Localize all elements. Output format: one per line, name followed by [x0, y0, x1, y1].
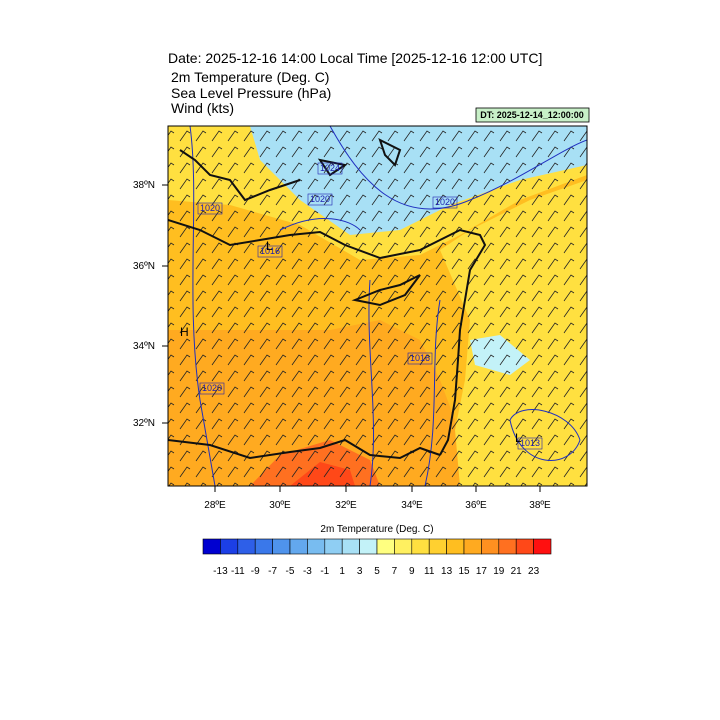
colorbar-box [446, 538, 465, 555]
colorbar-label: 7 [392, 566, 398, 577]
colorbar-label: 13 [441, 566, 453, 577]
colorbar-label: -13 [213, 566, 228, 577]
pressure-center: H [180, 325, 189, 339]
lon-label: 34ºE [401, 500, 423, 511]
colorbar-box [202, 538, 221, 555]
colorbar-label: 9 [409, 566, 415, 577]
contour-label-box [517, 437, 543, 450]
map-area [168, 126, 587, 486]
contour-label-box [257, 245, 283, 258]
lat-label: 36ºN [133, 261, 155, 272]
colorbar-box [289, 538, 308, 555]
colorbar-label: -11 [231, 566, 245, 577]
contour-label: 1016 [410, 353, 430, 363]
colorbar-box [272, 538, 291, 555]
contour-label: 1024 [320, 163, 340, 173]
contour-label-box [317, 162, 343, 175]
map-labels: 38ºN 36ºN 34ºN 32ºN 28ºE 30ºE 32ºE 34ºE 36ºE 38ºE… [133, 162, 551, 511]
lon-label: 30ºE [269, 500, 291, 511]
title: Date: 2025-12-16 14:00 Local Time [2025-… [168, 50, 542, 66]
colorbar-box [463, 538, 482, 555]
field-label: 2m Temperature (Deg. C) [171, 69, 329, 85]
colorbar-label: 3 [357, 566, 363, 577]
contour-label-box [197, 202, 223, 215]
init-time-box [475, 107, 590, 123]
field-label: Wind (kts) [171, 100, 234, 116]
colorbar-label: 21 [511, 566, 523, 577]
contour-label: 1020 [435, 197, 455, 207]
colorbar-title: 2m Temperature (Deg. C) [320, 524, 433, 535]
lat-label: 32ºN [133, 418, 155, 429]
lon-label: 32ºE [335, 500, 357, 511]
colorbar-box [359, 538, 378, 555]
contour-label: 1016 [260, 246, 280, 256]
colorbar-label: 15 [458, 566, 470, 577]
contour-label-box [199, 382, 225, 395]
colorbar-label: -1 [320, 566, 329, 577]
lon-label: 36ºE [465, 500, 487, 511]
pressure-center: L [266, 239, 273, 253]
colorbar-label: 19 [493, 566, 505, 577]
lat-label: 38ºN [133, 180, 155, 191]
colorbar: -13 -11 -9 -7 -5 -3 -1 1 3 5 7 9 11 13 15 17 19 21 23 [202, 538, 552, 577]
lon-label: 38ºE [529, 500, 551, 511]
contour-label-box [432, 196, 458, 209]
colorbar-box [428, 538, 447, 555]
colorbar-label: -7 [268, 566, 277, 577]
contour-label: 1020 [310, 194, 330, 204]
contour-label: 1020 [202, 383, 222, 393]
colorbar-label: 5 [374, 566, 380, 577]
pressure-center: L [515, 431, 522, 445]
colorbar-label: -9 [251, 566, 260, 577]
colorbar-label: -3 [303, 566, 312, 577]
colorbar-box [307, 538, 326, 555]
contour-label: 1013 [520, 438, 540, 448]
colorbar-box [498, 538, 517, 555]
contour-label-box [407, 352, 433, 365]
colorbar-box [533, 538, 552, 555]
colorbar-box [481, 538, 500, 555]
coastline [168, 138, 487, 460]
colorbar-label: 17 [476, 566, 488, 577]
lat-label: 34ºN [133, 341, 155, 352]
contour-label: 1020 [200, 203, 220, 213]
colorbar-label: -5 [286, 566, 295, 577]
colorbar-box [324, 538, 343, 555]
colorbar-box [376, 538, 395, 555]
wind-barbs [168, 126, 587, 486]
colorbar-box [237, 538, 256, 555]
map-frame [167, 125, 588, 487]
lon-label: 28ºE [204, 500, 226, 511]
colorbar-box [220, 538, 239, 555]
colorbar-box [411, 538, 430, 555]
init-time: DT: 2025-12-14_12:00:00 [480, 110, 584, 120]
colorbar-box [341, 538, 360, 555]
colorbar-box [254, 538, 273, 555]
field-label: Sea Level Pressure (hPa) [171, 85, 331, 101]
colorbar-label: 11 [424, 566, 435, 577]
colorbar-box [394, 538, 413, 555]
contour-label-box [307, 193, 333, 206]
colorbar-label: 23 [528, 566, 540, 577]
colorbar-box [515, 538, 534, 555]
colorbar-label: 1 [339, 566, 345, 577]
